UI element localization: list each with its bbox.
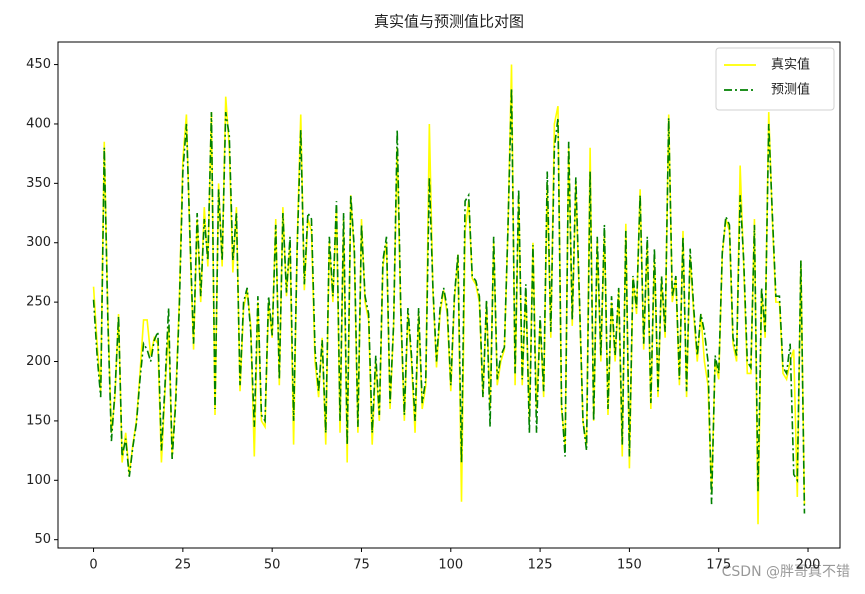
legend-label: 预测值 bbox=[771, 82, 810, 98]
x-tick-label: 150 bbox=[617, 558, 642, 573]
watermark: CSDN @胖哥真不错 bbox=[722, 564, 850, 580]
chart-title: 真实值与预测值比对图 bbox=[374, 13, 524, 31]
x-tick-label: 100 bbox=[438, 558, 463, 573]
y-tick-label: 300 bbox=[26, 235, 51, 250]
x-tick-label: 125 bbox=[528, 558, 553, 573]
plot-frame bbox=[57, 41, 841, 549]
series-line bbox=[92, 88, 806, 514]
y-tick-label: 350 bbox=[26, 176, 51, 191]
y-tick-label: 200 bbox=[26, 354, 51, 369]
y-tick-label: 150 bbox=[26, 413, 51, 428]
y-tick-label: 100 bbox=[26, 473, 51, 488]
legend-box bbox=[715, 47, 835, 111]
x-tick-label: 0 bbox=[89, 558, 97, 573]
x-tick-label: 75 bbox=[353, 558, 370, 573]
legend-label: 真实值 bbox=[771, 57, 810, 73]
y-tick-label: 450 bbox=[26, 57, 51, 72]
x-tick-label: 200 bbox=[796, 558, 821, 573]
y-tick-label: 50 bbox=[34, 532, 51, 547]
x-tick-label: 175 bbox=[706, 558, 731, 573]
y-tick-label: 400 bbox=[26, 116, 51, 131]
x-tick-label: 50 bbox=[264, 558, 281, 573]
x-tick-label: 25 bbox=[175, 558, 192, 573]
y-tick-label: 250 bbox=[26, 295, 51, 310]
